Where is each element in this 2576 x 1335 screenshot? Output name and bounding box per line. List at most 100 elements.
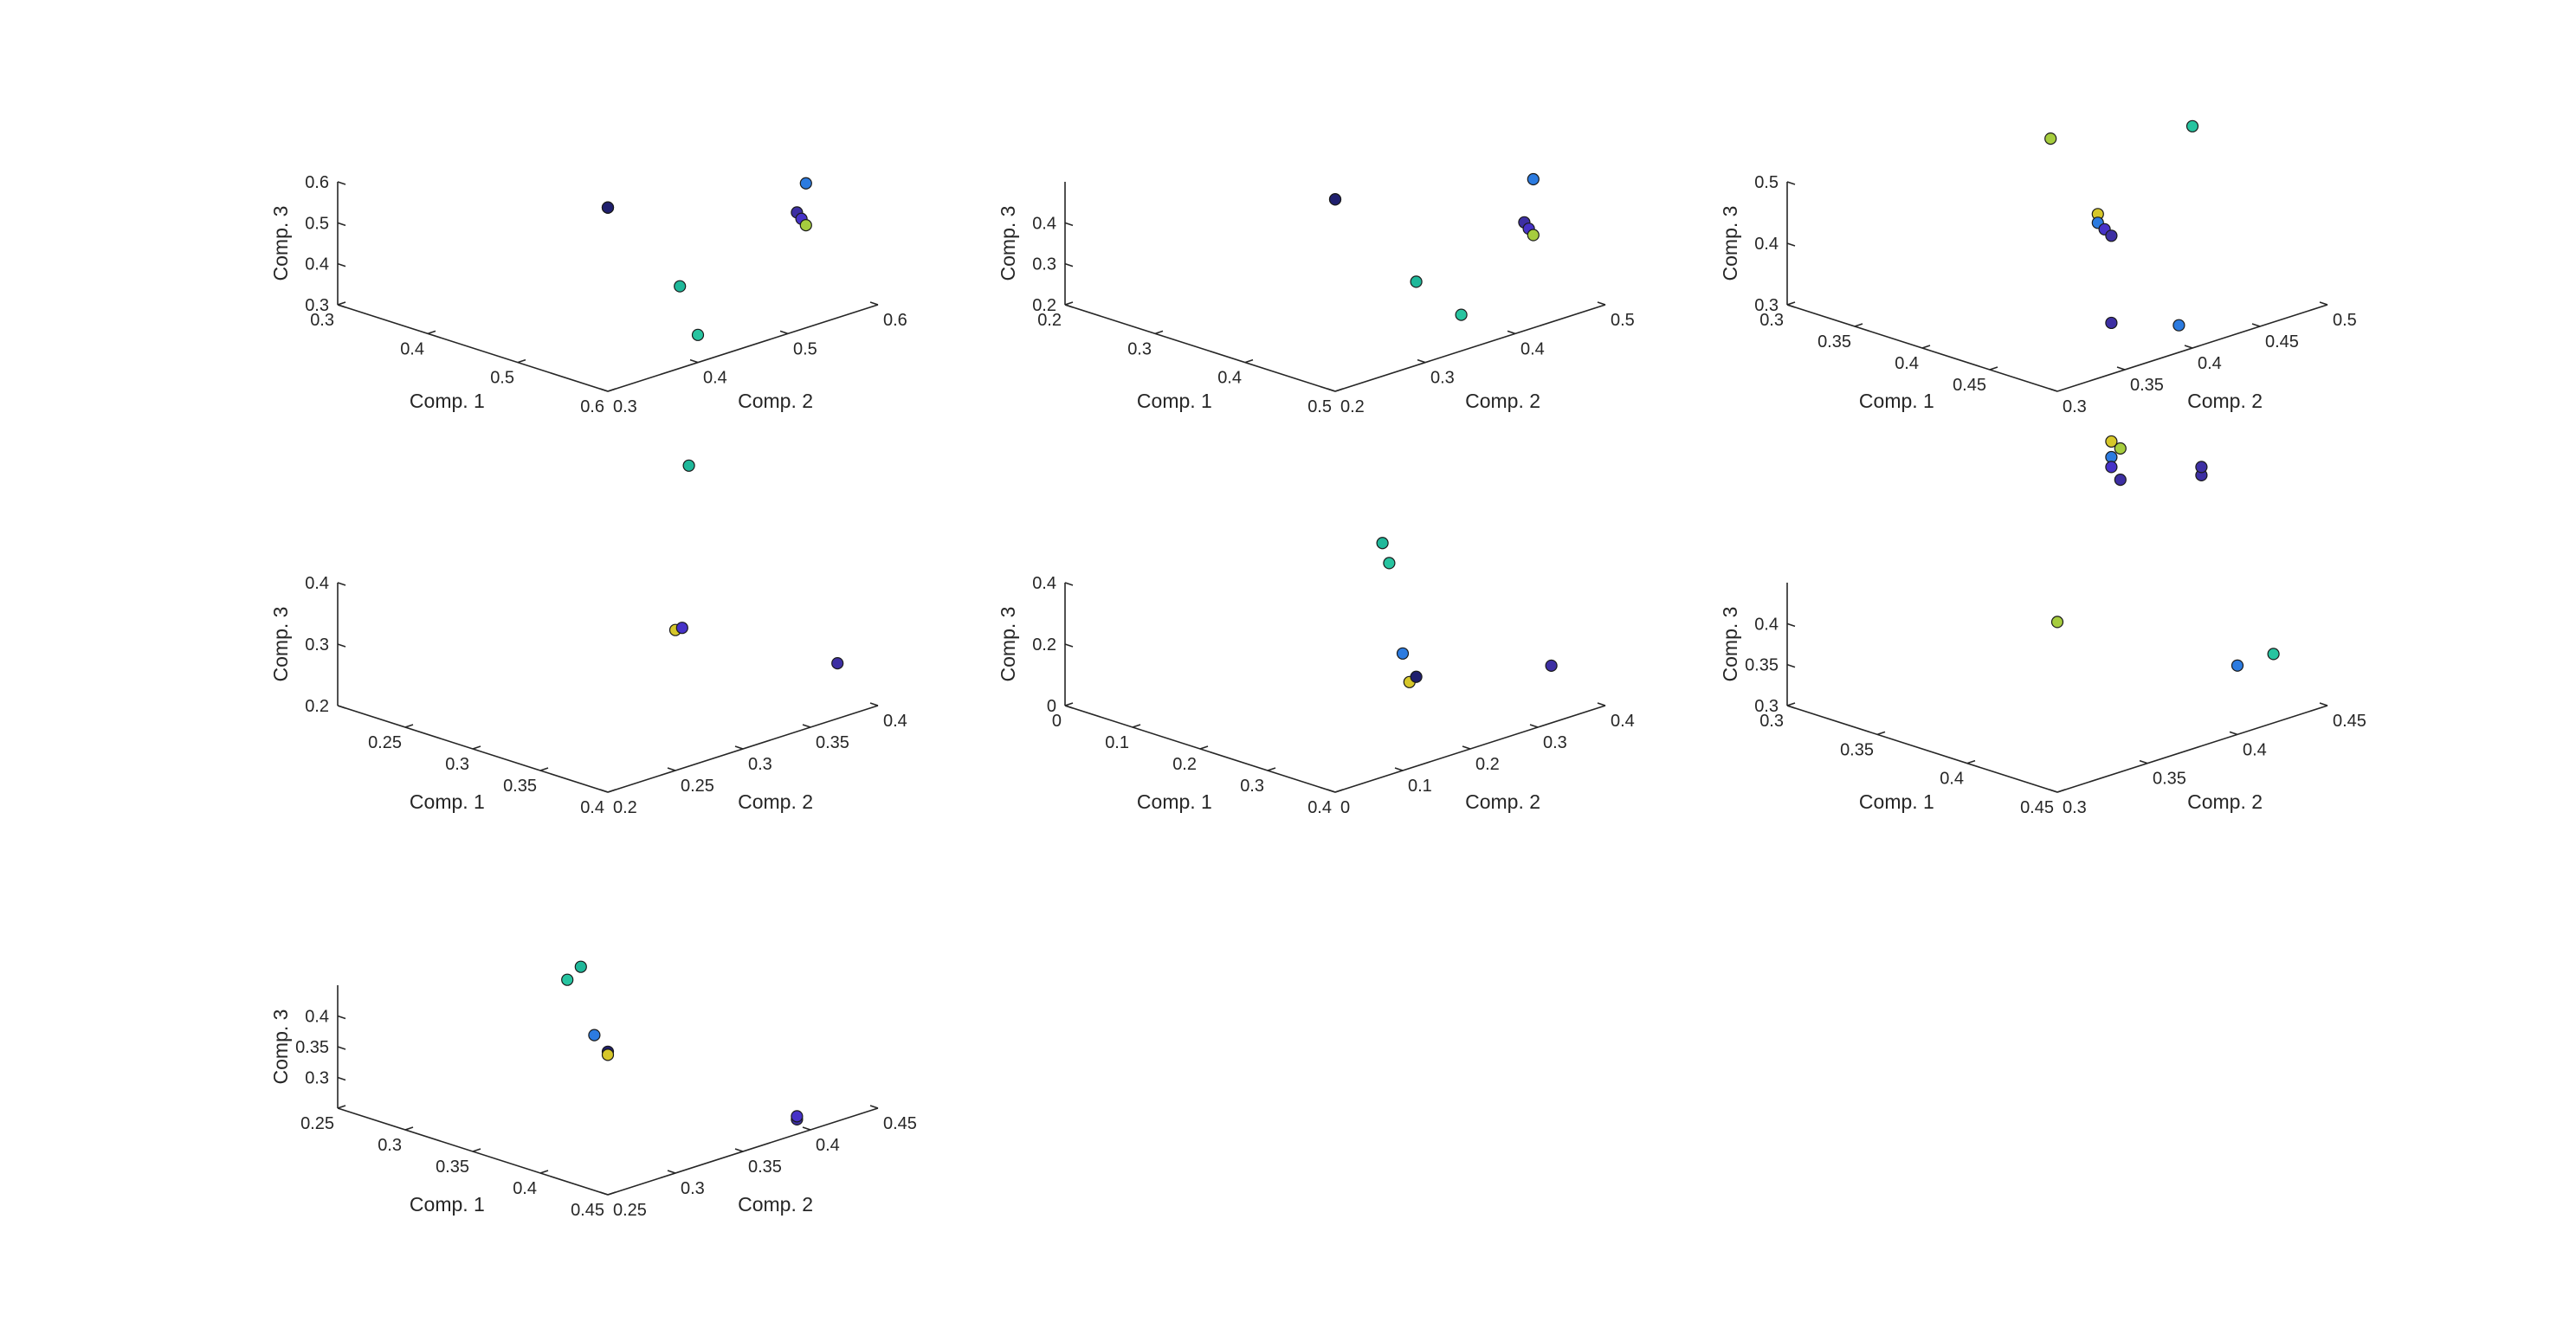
y-tick-label: 0.25 [681, 777, 714, 796]
z-axis-title: Comp. 3 [269, 607, 292, 682]
x-tick-label: 0.3 [1759, 311, 1784, 330]
data-point [2172, 319, 2185, 332]
x-tick-label: 0.5 [1307, 397, 1332, 416]
z-tick-label: 0.2 [1032, 635, 1056, 655]
data-point [561, 973, 574, 986]
x-tick-label: 0.25 [368, 733, 402, 752]
x-tick-label: 0.3 [1127, 339, 1152, 358]
x-tick-mark [1876, 731, 1886, 736]
y-tick-mark [802, 1126, 811, 1131]
x-tick-label: 0.35 [1840, 740, 1874, 759]
y-tick-label: 0.3 [1543, 733, 1567, 752]
y-tick-mark [869, 301, 879, 306]
data-point [682, 459, 695, 472]
x-tick-label: 0.6 [580, 397, 604, 416]
y-tick-mark [2229, 731, 2238, 736]
x-tick-label: 0.4 [513, 1179, 537, 1198]
x-tick-mark [1064, 702, 1074, 706]
y-tick-mark [1327, 388, 1336, 392]
y-tick-mark [1507, 330, 1516, 335]
z-tick-mark [1064, 643, 1074, 648]
z-tick-mark [1064, 705, 1074, 709]
x-tick-mark [517, 358, 526, 364]
z-axis-title: Comp. 3 [269, 206, 292, 281]
y-tick-mark [1597, 702, 1606, 706]
z-tick-mark [1064, 262, 1074, 268]
z-tick-mark [337, 262, 346, 268]
x-tick-mark [1267, 767, 1276, 771]
z-axis-title: Comp. 3 [1719, 206, 1741, 281]
z-tick-label: 0.4 [305, 255, 329, 274]
data-point [1410, 670, 1423, 683]
z-axis-title: Comp. 3 [1719, 607, 1741, 682]
y-tick-label: 0.5 [793, 339, 817, 358]
z-tick-mark [1786, 705, 1796, 709]
z-tick-label: 0.5 [305, 214, 329, 233]
x-tick-label: 0.1 [1105, 733, 1129, 752]
x-tick-label: 0.35 [436, 1158, 469, 1177]
x-tick-label: 0.2 [1037, 311, 1062, 330]
data-point [574, 960, 587, 973]
data-point [1527, 229, 1540, 242]
data-point [2105, 461, 2118, 474]
z-tick-mark [337, 1046, 346, 1050]
y-tick-mark [1529, 724, 1539, 728]
y-axis-title: Comp. 2 [738, 390, 813, 412]
x-tick-label: 0 [1052, 712, 1062, 731]
y-tick-label: 0.4 [1520, 339, 1545, 358]
x-tick-mark [1854, 323, 1863, 327]
data-point [588, 1029, 601, 1042]
y-tick-label: 0.4 [2198, 354, 2222, 373]
z-tick-mark [1786, 663, 1796, 668]
y-tick-mark [2049, 789, 2058, 793]
x-axis-title: Comp. 1 [410, 790, 485, 813]
data-point [2195, 461, 2208, 474]
subplot-5: 0 0.1 0.2 0.3 0.4 0 0.1 0.2 0.3 0.4 0 0.2 0.4 Comp. 1… [997, 537, 1635, 817]
z-tick-label: 0.3 [1032, 255, 1056, 274]
x-tick-mark [337, 301, 346, 306]
z-axis-title: Comp. 3 [997, 607, 1019, 682]
y-tick-mark [689, 358, 699, 364]
data-point [1545, 659, 1558, 672]
y-tick-label: 0.35 [2130, 376, 2164, 395]
y-tick-mark [1327, 789, 1336, 793]
x-axis-line [1786, 705, 2058, 793]
x-axis-title: Comp. 1 [410, 1193, 485, 1216]
y-axis-title: Comp. 2 [1465, 790, 1540, 813]
data-point [601, 201, 615, 214]
z-tick-label: 0.3 [305, 635, 329, 655]
x-tick-label: 0.35 [1817, 332, 1851, 351]
y-tick-label: 0.4 [703, 369, 727, 388]
y-tick-label: 0.5 [1611, 311, 1635, 330]
data-point [1376, 537, 1389, 550]
y-axis-line [2056, 705, 2328, 793]
x-tick-mark [404, 1126, 414, 1131]
z-axis-title: Comp. 3 [269, 1009, 292, 1085]
x-tick-label: 0.3 [1240, 777, 1264, 796]
z-tick-label: 0.4 [305, 1008, 329, 1027]
x-tick-label: 0.25 [300, 1114, 334, 1133]
y-tick-mark [1394, 767, 1404, 771]
x-tick-mark [1921, 345, 1931, 349]
z-tick-label: 0.2 [1032, 296, 1056, 315]
x-axis-title: Comp. 1 [410, 390, 485, 412]
y-tick-label: 0.2 [613, 798, 637, 817]
y-tick-mark [1462, 745, 1471, 750]
y-axis-title: Comp. 2 [738, 1193, 813, 1216]
x-tick-mark [539, 1170, 549, 1174]
x-tick-label: 0.4 [1940, 770, 1964, 789]
x-axis-title: Comp. 1 [1859, 390, 1934, 412]
y-tick-mark [599, 388, 609, 392]
x-tick-mark [1966, 759, 1976, 764]
z-tick-mark [337, 1015, 346, 1020]
y-tick-mark [599, 789, 609, 793]
data-point [1410, 275, 1423, 288]
y-tick-label: 0.4 [2243, 740, 2267, 759]
y-tick-mark [2319, 301, 2328, 306]
x-tick-label: 0.4 [1217, 369, 1242, 388]
x-tick-mark [539, 767, 549, 771]
y-tick-label: 0.1 [1408, 777, 1432, 796]
z-tick-label: 0.4 [1032, 214, 1056, 233]
y-tick-label: 0.4 [883, 712, 907, 731]
